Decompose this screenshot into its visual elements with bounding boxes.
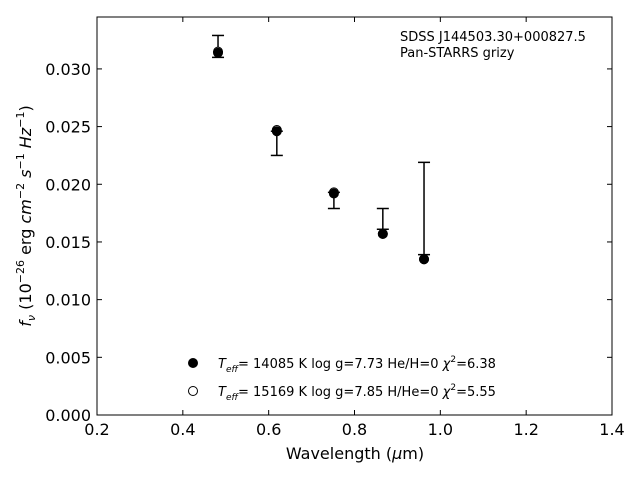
legend-open-marker	[188, 386, 198, 396]
y-tick-label: 0.005	[45, 348, 91, 367]
legend-filled-label: Teff= 14085 K log g=7.73 He/H=0 χ2=6.38	[218, 355, 496, 375]
filled-model-points	[213, 47, 430, 265]
plot-frame	[96, 16, 613, 416]
x-tick-label: 0.2	[84, 420, 109, 439]
x-tick-label: 1.2	[513, 420, 538, 439]
y-axis-ticks: 0.000 0.005 0.010 0.015 0.020 0.025 0.030	[45, 60, 612, 425]
y-tick-label: 0.020	[45, 175, 91, 194]
filled-model-point	[419, 254, 430, 265]
y-axis-label: fν (10−26 erg cm−2 s−1 Hz−1)	[14, 105, 38, 326]
legend: Teff= 14085 K log g=7.73 He/H=0 χ2=6.38 …	[188, 355, 496, 403]
y-tick-label: 0.015	[45, 233, 91, 252]
error-bars	[212, 34, 431, 256]
filled-model-point	[328, 188, 339, 199]
x-axis-label: Wavelength (μm)	[286, 444, 424, 463]
filled-model-point	[377, 228, 388, 239]
legend-filled-marker	[188, 358, 198, 368]
error-bar	[376, 207, 389, 231]
open-model-points	[213, 46, 430, 265]
x-tick-label: 0.8	[342, 420, 367, 439]
x-axis-ticks: 0.2 0.4 0.6 0.8 1.0 1.2 1.4	[84, 17, 625, 439]
filled-model-point	[271, 126, 282, 137]
y-tick-label: 0.010	[45, 291, 91, 310]
x-tick-label: 0.4	[170, 420, 195, 439]
y-tick-label: 0.000	[45, 406, 91, 425]
x-tick-label: 1.0	[428, 420, 453, 439]
y-tick-label: 0.025	[45, 118, 91, 137]
legend-open-label: Teff= 15169 K log g=7.85 H/He=0 χ2=5.55	[218, 383, 496, 403]
filled-model-point	[213, 47, 224, 58]
annotation-object: SDSS J144503.30+000827.5	[400, 30, 586, 45]
annotation-survey: Pan-STARRS grizy	[400, 46, 515, 61]
x-tick-label: 1.4	[599, 420, 624, 439]
error-bar	[418, 161, 431, 256]
x-tick-label: 0.6	[256, 420, 281, 439]
y-tick-label: 0.030	[45, 60, 91, 79]
